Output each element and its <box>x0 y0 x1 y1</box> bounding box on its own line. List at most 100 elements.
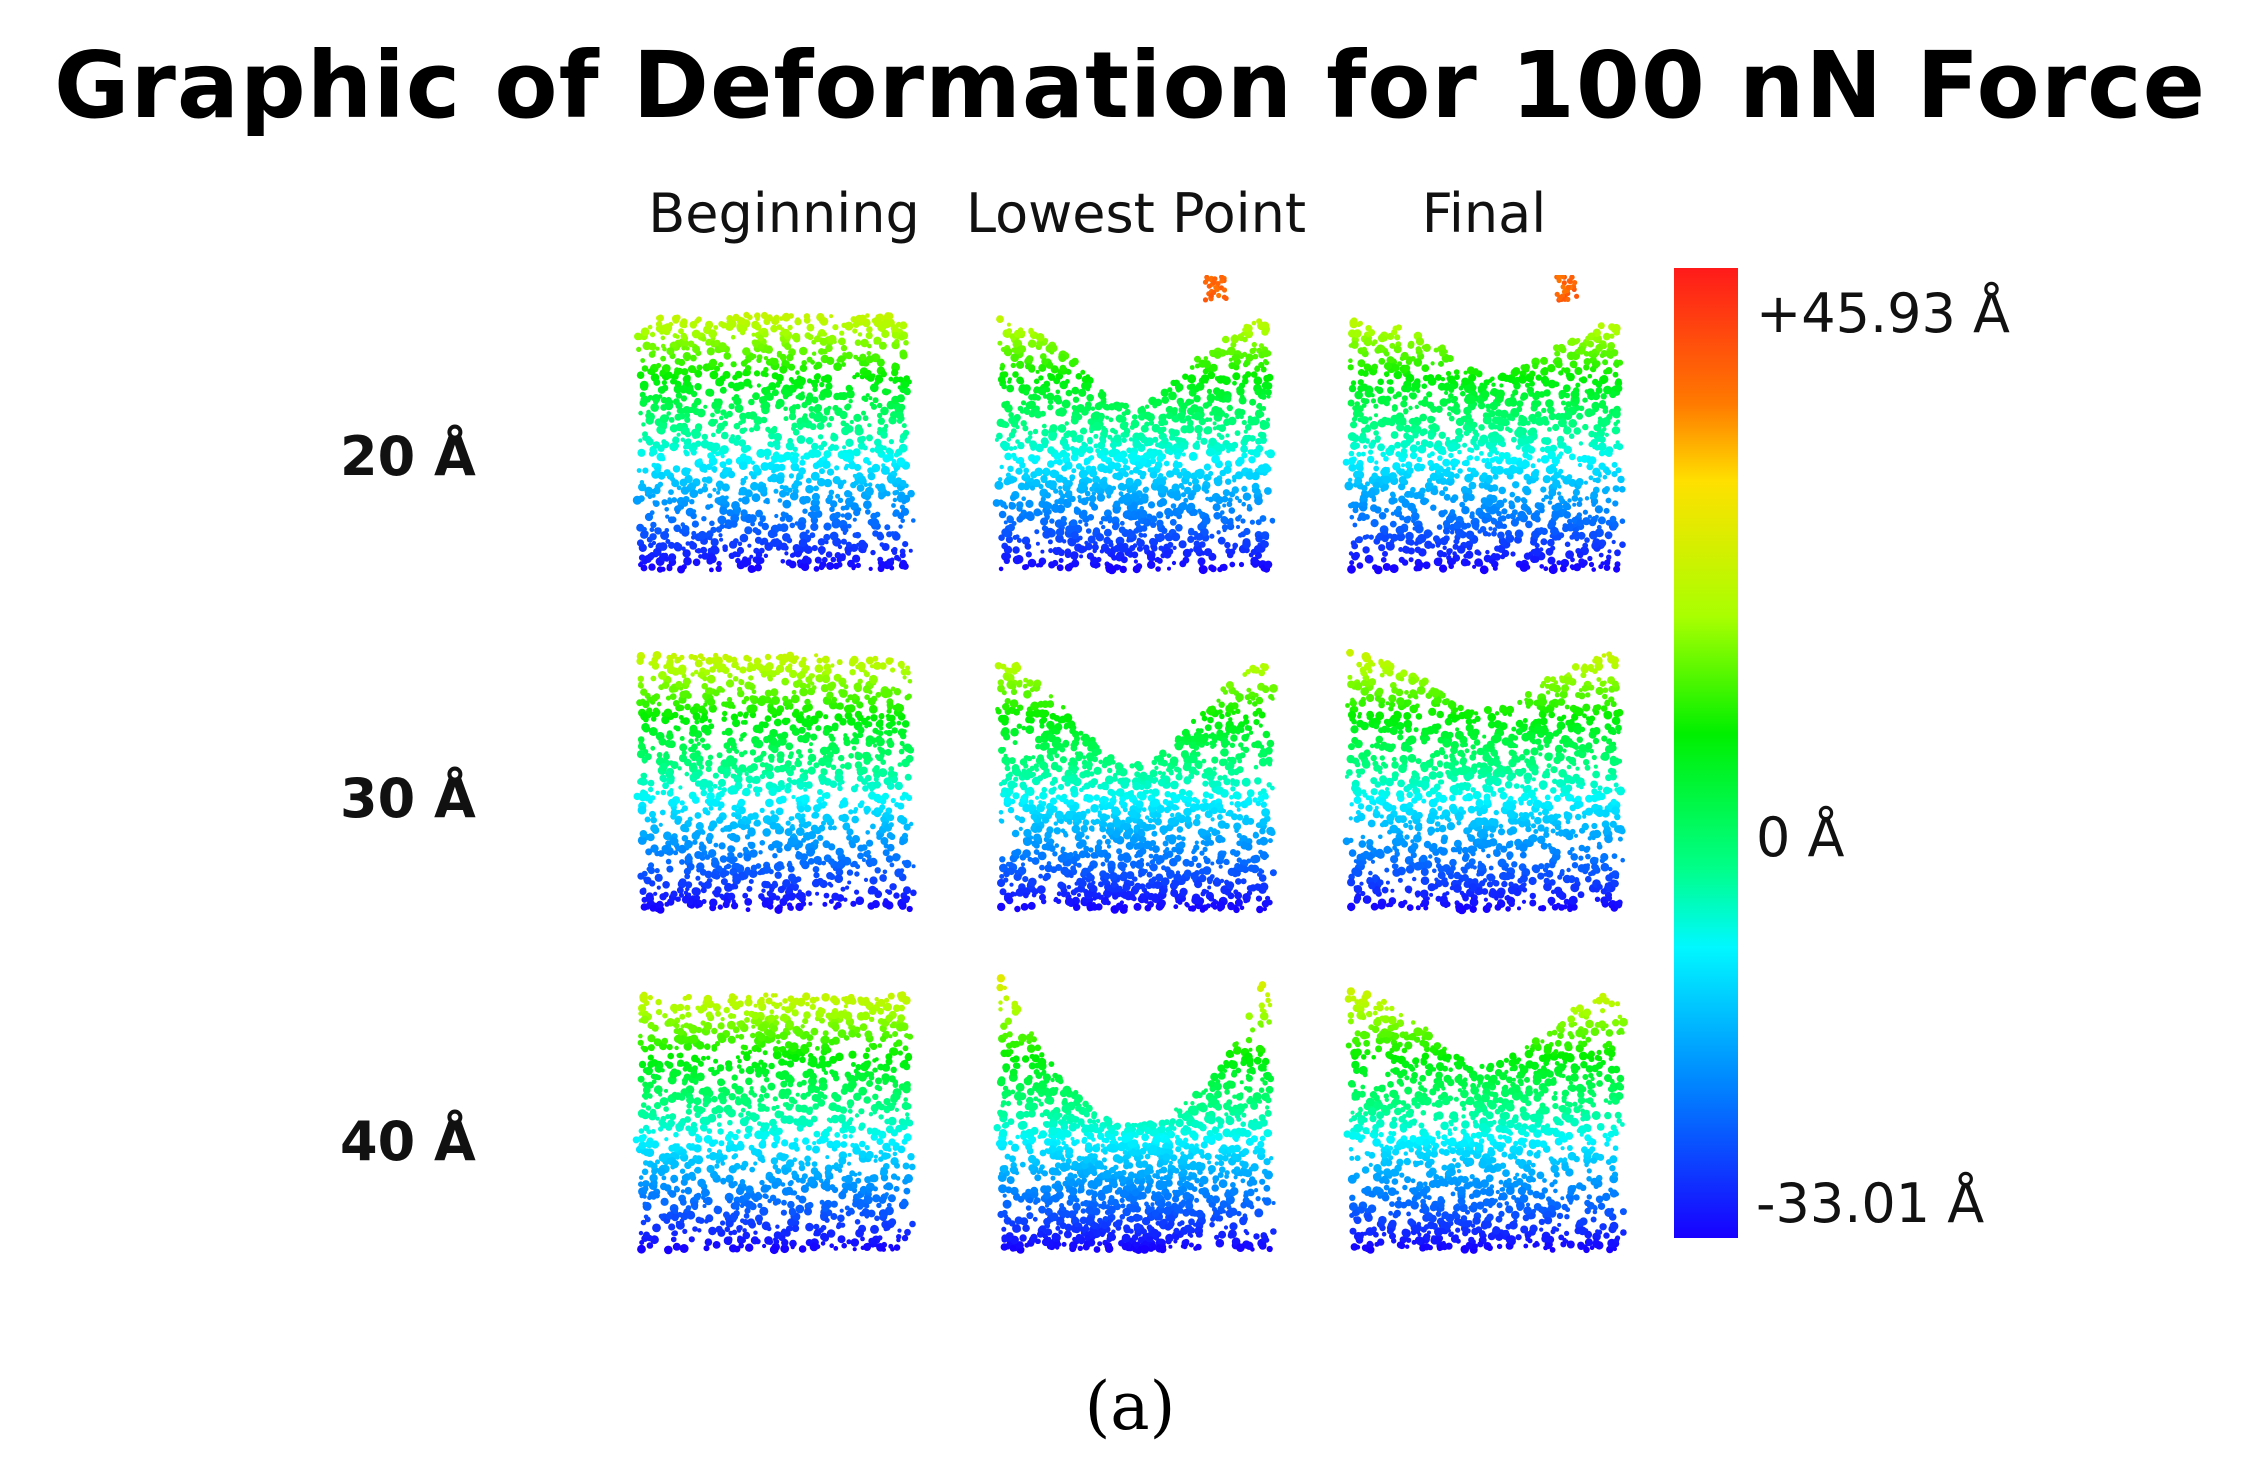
atom-point <box>845 541 852 548</box>
atom-point <box>1003 545 1013 554</box>
atom-point <box>1370 519 1379 528</box>
atom-point <box>701 899 707 904</box>
atom-point <box>866 782 872 787</box>
atom-point <box>1442 382 1451 392</box>
atom-point <box>1448 393 1454 399</box>
atom-point <box>1245 471 1255 480</box>
atom-point <box>865 322 870 327</box>
atom-point <box>791 404 797 409</box>
atom-point <box>1261 381 1271 390</box>
atom-point <box>897 762 903 767</box>
atom-point <box>1556 275 1562 280</box>
atom-point <box>715 428 722 434</box>
atom-point <box>1405 461 1413 469</box>
atom-point <box>818 757 827 767</box>
atom-point <box>865 313 870 318</box>
atom-point <box>1115 405 1123 412</box>
atom-point <box>1586 457 1595 466</box>
atom-point <box>1055 373 1062 380</box>
atom-point <box>751 777 758 784</box>
atom-point <box>1189 390 1195 396</box>
atom-point <box>1547 427 1552 432</box>
atom-point <box>1550 526 1559 536</box>
atom-point <box>731 901 737 907</box>
atom-point <box>650 675 657 682</box>
atom-point <box>753 820 760 827</box>
atom-point <box>768 432 776 440</box>
atom-point <box>1576 501 1583 507</box>
atom-point <box>680 332 688 340</box>
atom-point <box>685 374 691 381</box>
atom-point <box>1206 283 1212 289</box>
atom-point <box>852 554 861 563</box>
atom-point <box>1458 385 1464 391</box>
atom-point <box>1111 554 1117 561</box>
atom-point <box>676 408 682 414</box>
atom-point <box>1258 361 1265 369</box>
atom-point <box>1481 516 1489 524</box>
atom-point <box>701 516 707 522</box>
atom-point <box>1390 511 1395 516</box>
atom-point <box>797 521 806 531</box>
atom-point <box>1566 278 1572 284</box>
atom-point <box>1127 530 1136 539</box>
atom-point <box>634 332 642 341</box>
atom-point <box>711 432 716 438</box>
atom-point <box>1238 396 1247 405</box>
atom-point <box>1374 460 1379 465</box>
atom-point <box>1428 424 1434 430</box>
atom-point <box>1017 482 1026 491</box>
atom-point <box>1619 518 1626 524</box>
atom-point <box>1461 506 1470 515</box>
atom-point <box>667 399 674 405</box>
atom-point <box>1137 442 1142 448</box>
atom-point <box>1514 495 1521 503</box>
atom-point <box>1389 342 1396 349</box>
atom-point <box>738 461 748 470</box>
atom-point <box>1261 540 1269 548</box>
atom-point <box>685 346 690 351</box>
atom-point <box>1603 564 1611 571</box>
atom-point <box>1348 457 1356 465</box>
atom-point <box>1010 496 1016 502</box>
atom-point <box>762 401 771 410</box>
atom-point <box>1568 453 1576 461</box>
atom-point <box>697 488 704 495</box>
atom-point <box>1208 564 1215 571</box>
atom-point <box>640 327 650 337</box>
atom-point <box>646 866 651 872</box>
atom-point <box>1242 492 1252 501</box>
atom-point <box>805 890 812 897</box>
atom-point <box>1390 472 1397 479</box>
atom-point <box>1496 424 1505 432</box>
atom-point <box>1398 547 1404 552</box>
atom-point <box>660 355 666 362</box>
atom-point <box>1520 497 1527 503</box>
atom-point <box>1503 452 1511 460</box>
atom-point <box>1348 384 1357 393</box>
atom-point <box>1174 491 1181 498</box>
atom-point <box>1065 430 1072 437</box>
atom-point <box>775 785 782 793</box>
atom-point <box>776 324 783 330</box>
atom-point <box>1594 514 1599 519</box>
atom-point <box>1466 455 1472 461</box>
atom-point <box>860 338 869 348</box>
atom-point <box>1471 521 1480 530</box>
atom-point <box>1056 504 1066 514</box>
atom-point <box>889 565 895 571</box>
atom-point <box>680 318 688 326</box>
atom-point <box>1034 455 1041 462</box>
atom-point <box>798 753 804 759</box>
atom-point <box>1176 472 1183 479</box>
atom-point <box>705 388 713 397</box>
atom-point <box>655 362 662 369</box>
atom-point <box>737 541 743 547</box>
atom-point <box>866 839 874 847</box>
atom-point <box>1143 519 1148 524</box>
atom-point <box>1508 396 1517 405</box>
atom-point <box>1599 436 1606 443</box>
atom-point <box>709 520 715 527</box>
atom-point <box>1423 498 1430 504</box>
atom-point <box>1115 414 1124 423</box>
